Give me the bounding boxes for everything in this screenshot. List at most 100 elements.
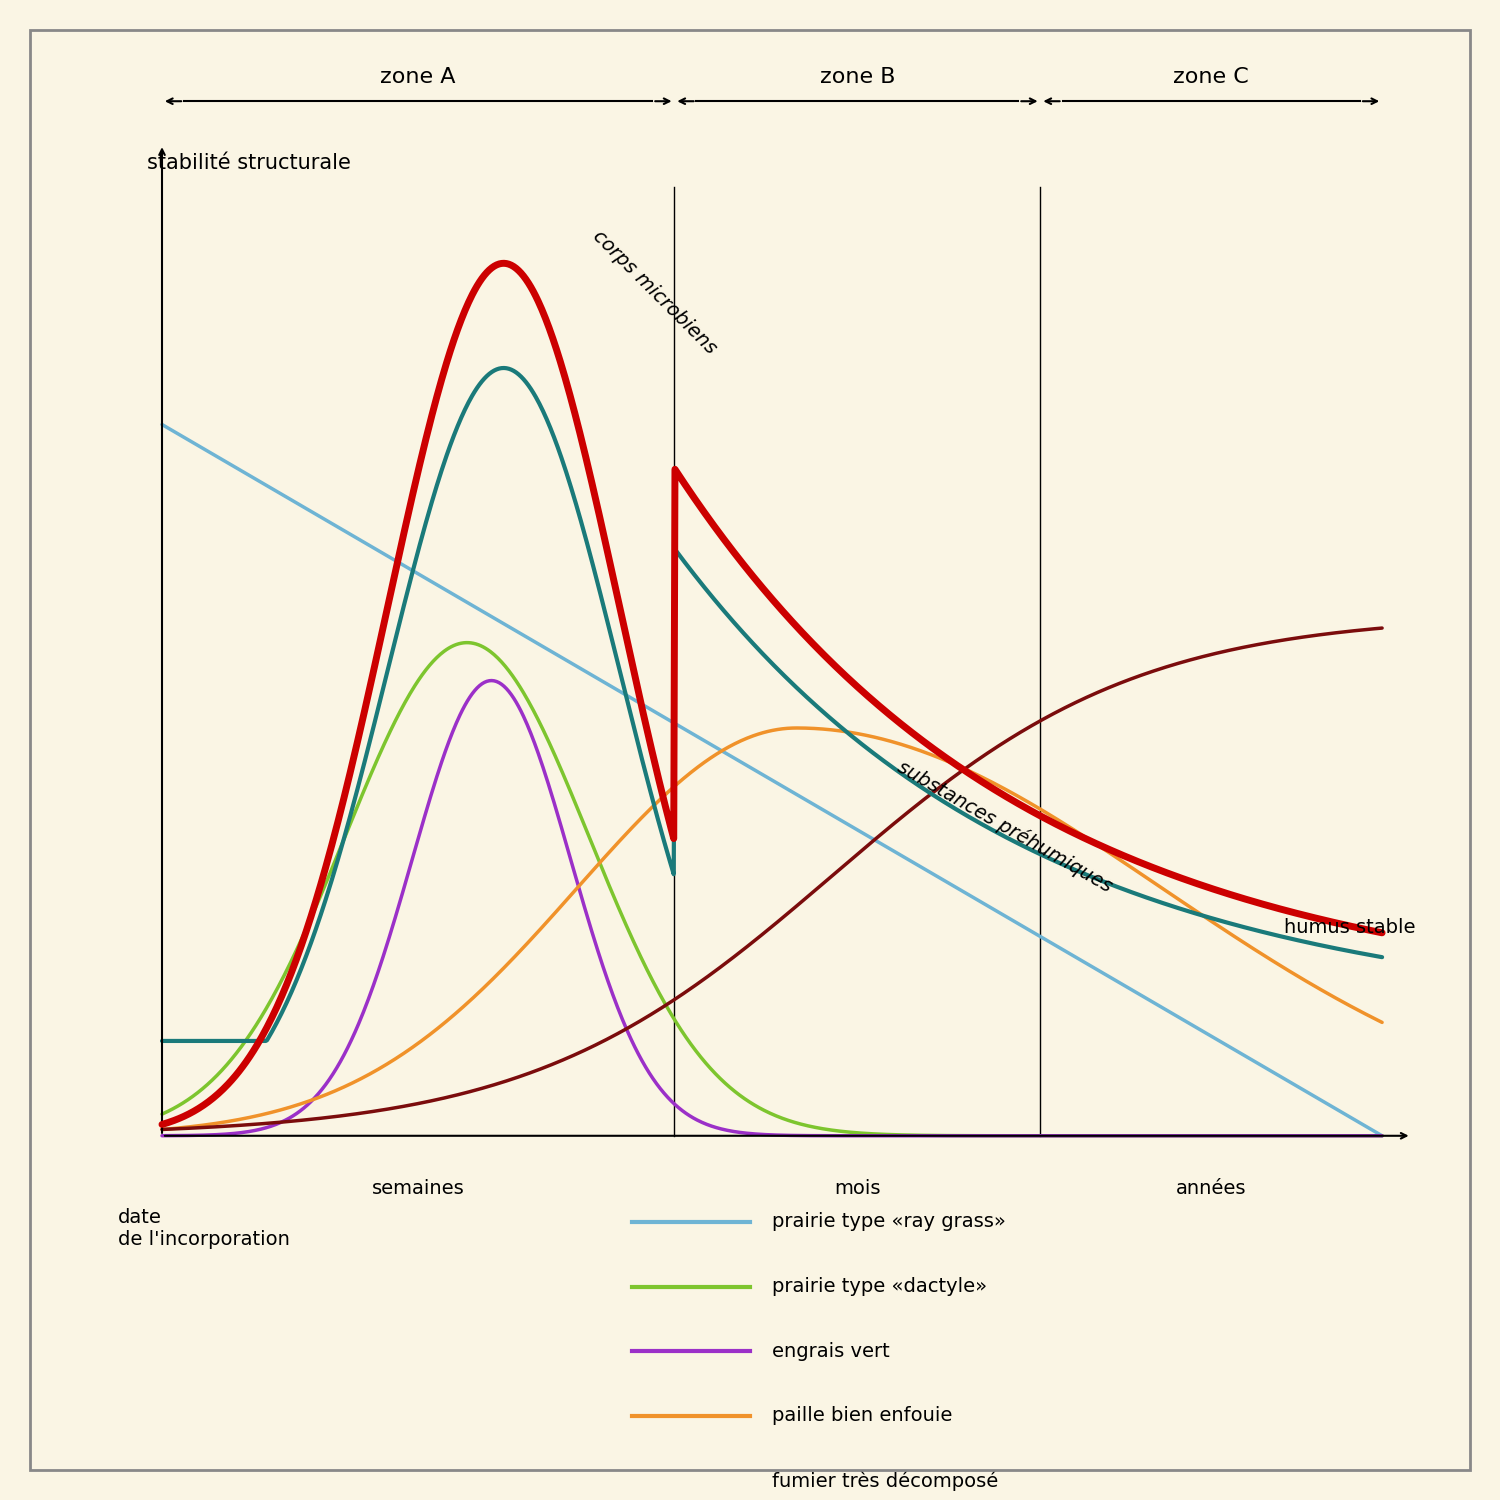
Point <box>692 1048 709 1066</box>
Point <box>690 729 708 747</box>
Text: stabilité structurale: stabilité structurale <box>147 153 351 173</box>
Point <box>1053 92 1071 110</box>
Text: date
de l'incorporation: date de l'incorporation <box>118 1208 290 1248</box>
Point <box>992 736 1010 754</box>
Point <box>278 488 296 506</box>
Point <box>153 1120 171 1138</box>
Text: prairie type «dactyle»: prairie type «dactyle» <box>772 1276 987 1296</box>
Point <box>648 980 666 998</box>
Point <box>1372 924 1390 942</box>
Point <box>992 825 1010 843</box>
Point <box>992 904 1010 922</box>
Point <box>459 633 477 651</box>
Text: années: années <box>1176 1179 1246 1198</box>
Point <box>176 92 194 110</box>
Line: 1000 pts: 1000 pts <box>162 628 1382 1130</box>
Point <box>690 974 708 992</box>
Point <box>692 573 709 591</box>
Text: humus stable: humus stable <box>1284 918 1416 936</box>
Point <box>624 1342 642 1360</box>
Point <box>278 962 296 980</box>
Point <box>1372 620 1390 638</box>
Text: prairie type «ray grass»: prairie type «ray grass» <box>772 1212 1006 1231</box>
Text: mois: mois <box>834 1179 880 1198</box>
Point <box>1128 1126 1146 1144</box>
Point <box>1010 92 1028 110</box>
Point <box>1106 847 1124 865</box>
Point <box>648 762 666 780</box>
Point <box>624 1278 642 1296</box>
Point <box>495 358 513 376</box>
Point <box>788 718 806 736</box>
Point <box>278 975 296 993</box>
Point <box>687 92 705 110</box>
Point <box>153 1032 171 1050</box>
Point <box>1372 1126 1390 1144</box>
Point <box>741 1472 759 1490</box>
Point <box>741 1214 759 1231</box>
Point <box>1372 1126 1390 1144</box>
Point <box>153 1106 171 1124</box>
Point <box>666 1126 684 1144</box>
Point <box>646 704 664 722</box>
Text: paille bien enfouie: paille bien enfouie <box>772 1407 952 1425</box>
Text: fumier très décomposé: fumier très décomposé <box>772 1470 999 1491</box>
Point <box>992 784 1010 802</box>
Point <box>648 1076 666 1094</box>
Point <box>741 1342 759 1360</box>
Point <box>278 1110 296 1128</box>
Point <box>278 994 296 1012</box>
Point <box>644 92 662 110</box>
Point <box>1172 1126 1190 1144</box>
Line: 1000 pts: 1000 pts <box>162 264 1382 1125</box>
Point <box>1106 1126 1124 1144</box>
Point <box>1126 669 1144 687</box>
Point <box>1128 862 1146 880</box>
Point <box>495 255 513 273</box>
Point <box>1372 1014 1390 1032</box>
Text: zone A: zone A <box>381 68 456 87</box>
Point <box>1128 852 1146 870</box>
Point <box>153 1116 171 1134</box>
Point <box>741 1407 759 1425</box>
Point <box>992 1126 1010 1144</box>
Point <box>278 1100 296 1118</box>
Point <box>666 178 684 196</box>
Line: 1000 pts: 1000 pts <box>162 642 1382 1136</box>
Point <box>153 416 171 434</box>
Line: 1000 pts: 1000 pts <box>162 424 1382 1136</box>
Line: 1000 pts: 1000 pts <box>162 368 1382 1041</box>
Point <box>278 1113 296 1131</box>
Point <box>1032 1126 1050 1144</box>
Point <box>992 1126 1010 1144</box>
Line: 1000 pts: 1000 pts <box>162 728 1382 1130</box>
Line: 1000 pts: 1000 pts <box>162 681 1382 1136</box>
Point <box>1104 676 1122 694</box>
Point <box>1126 982 1144 1000</box>
Point <box>1372 1126 1390 1144</box>
Point <box>624 1472 642 1490</box>
Text: substances préhumiques: substances préhumiques <box>894 756 1116 896</box>
Point <box>646 795 664 813</box>
Point <box>1106 878 1124 896</box>
Point <box>1352 92 1370 110</box>
Point <box>1032 178 1050 196</box>
Point <box>624 1214 642 1231</box>
Point <box>1104 970 1122 988</box>
Point <box>153 1120 171 1138</box>
Text: zone C: zone C <box>1173 68 1250 87</box>
Point <box>624 1407 642 1425</box>
Point <box>1372 948 1390 966</box>
Point <box>1106 1126 1124 1144</box>
Point <box>690 758 708 776</box>
Text: zone B: zone B <box>819 68 896 87</box>
Point <box>483 672 501 690</box>
Point <box>153 1126 171 1144</box>
Point <box>1106 843 1124 861</box>
Point <box>648 806 666 824</box>
Point <box>692 498 709 516</box>
Text: semaines: semaines <box>372 1179 465 1198</box>
Point <box>646 1002 664 1020</box>
Point <box>1128 1126 1146 1144</box>
Point <box>741 1278 759 1296</box>
